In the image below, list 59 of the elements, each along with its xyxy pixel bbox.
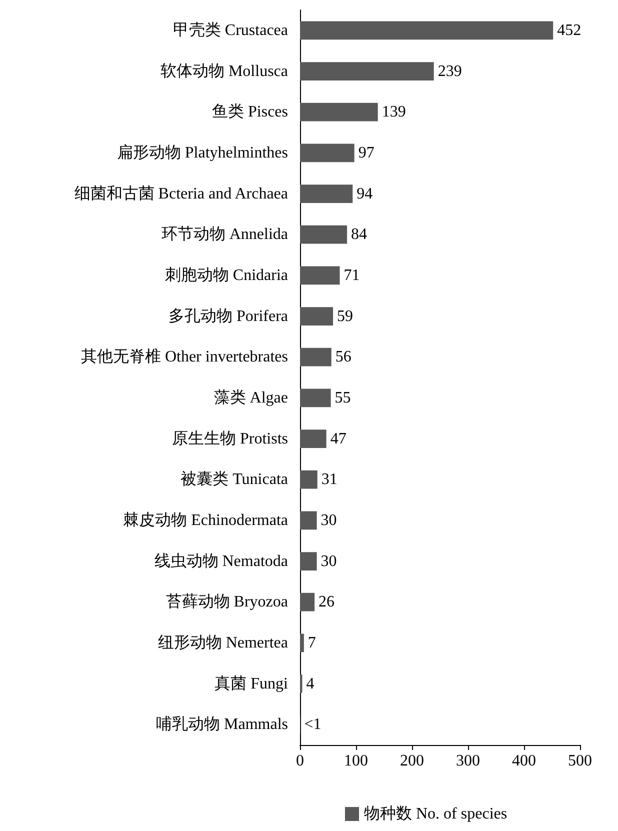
- y-tick-label: 棘皮动物 Echinodermata: [123, 510, 288, 529]
- data-label: 4: [306, 675, 314, 692]
- data-label: 94: [356, 185, 373, 202]
- data-label: 26: [318, 594, 335, 611]
- bar: [300, 470, 318, 489]
- data-label: 452: [557, 22, 582, 39]
- y-tick-label: 细菌和古菌 Bcteria and Archaea: [74, 184, 288, 202]
- y-tick-label: 苔藓动物 Bryozoa: [166, 592, 288, 611]
- x-tick-label: 400: [512, 752, 536, 770]
- y-tick-label: 其他无脊椎 Other invertebrates: [80, 348, 288, 366]
- bar: [300, 552, 317, 570]
- bar: [300, 592, 315, 612]
- data-label: 30: [320, 552, 337, 570]
- y-tick-label: 哺乳动物 Mammals: [156, 715, 288, 734]
- data-label: 239: [438, 62, 462, 80]
- bar: [300, 102, 378, 122]
- data-label: 97: [358, 144, 374, 162]
- y-tick-label: 纽形动物 Nemertea: [158, 634, 288, 652]
- y-tick-label: 环节动物 Annelida: [161, 225, 288, 244]
- bar: [300, 348, 332, 366]
- y-tick-label: 软体动物 Mollusca: [160, 62, 288, 80]
- y-tick-label: 多孔动物 Porifera: [168, 306, 288, 325]
- y-tick-label: 原生生物 Protists: [172, 429, 288, 448]
- bar: [300, 307, 334, 326]
- data-label: 139: [382, 104, 406, 121]
- data-label: 30: [320, 512, 337, 529]
- x-tick-label: 100: [344, 752, 368, 770]
- y-tick-label: 甲壳类 Crustacea: [172, 20, 288, 39]
- legend-label: 物种数 No. of species: [364, 804, 508, 822]
- data-label: 59: [337, 308, 354, 325]
- bar: [300, 144, 354, 162]
- bar: [300, 21, 554, 40]
- data-label: 7: [308, 634, 316, 652]
- data-label: 84: [351, 226, 368, 244]
- bar: [300, 225, 348, 244]
- data-label: <1: [304, 716, 322, 734]
- y-tick-label: 线虫动物 Nematoda: [154, 552, 288, 570]
- bar: [300, 430, 326, 448]
- bar: [300, 266, 340, 285]
- y-tick-label: 真菌 Fungi: [214, 674, 289, 692]
- y-tick-label: 刺胞动物 Cnidaria: [164, 266, 288, 284]
- bar: [300, 511, 317, 530]
- data-label: 31: [321, 471, 338, 488]
- y-tick-label: 扁形动物 Platyhelminthes: [116, 143, 288, 162]
- data-label: 71: [344, 266, 360, 284]
- y-tick-label: 鱼类 Pisces: [212, 102, 288, 121]
- x-tick-label: 300: [456, 752, 480, 770]
- y-tick-label: 被囊类 Tunicata: [180, 470, 288, 488]
- bar: [300, 184, 353, 203]
- bar: [300, 634, 304, 652]
- data-label: 55: [334, 389, 351, 406]
- data-label: 56: [335, 348, 352, 366]
- data-label: 47: [330, 430, 346, 448]
- bar: [300, 62, 434, 80]
- x-tick-label: 0: [296, 752, 304, 770]
- x-tick-label: 200: [400, 752, 424, 770]
- bar: [300, 388, 331, 408]
- y-tick-label: 藻类 Algae: [214, 388, 288, 406]
- x-tick-label: 500: [568, 752, 592, 770]
